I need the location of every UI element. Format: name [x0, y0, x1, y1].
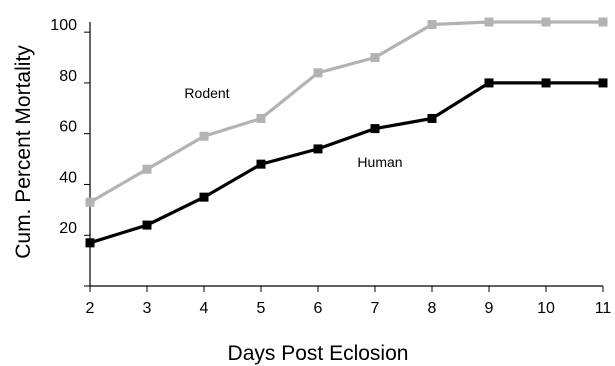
point-rodent-2: [199, 131, 209, 141]
y-tick-label-3: 80: [59, 68, 77, 85]
x-tick-label-0: 2: [86, 300, 95, 317]
x-tick-label-5: 7: [371, 300, 380, 317]
x-tick-label-2: 4: [200, 300, 209, 317]
point-rodent-4: [313, 68, 323, 78]
x-tick-label-6: 8: [428, 300, 437, 317]
point-human-1: [142, 220, 152, 230]
point-rodent-0: [85, 197, 95, 207]
point-human-7: [484, 78, 494, 88]
y-tick-label-0: 20: [59, 220, 77, 237]
y-tick-label-1: 40: [59, 169, 77, 186]
point-rodent-8: [541, 17, 551, 27]
point-human-9: [598, 78, 608, 88]
point-human-6: [427, 113, 437, 123]
x-tick-label-9: 11: [595, 300, 612, 317]
y-axis-title: Cum. Percent Mortality: [12, 45, 35, 259]
axis-ticks: 2 3 4 5 6 7 8 9 10 11 20 40 60 80 100: [50, 17, 611, 317]
point-human-2: [199, 192, 209, 202]
point-human-5: [370, 124, 380, 134]
x-axis-title: Days Post Eclosion: [228, 342, 409, 365]
series-line-human: [89, 81, 603, 245]
series-label-rodent: Rodent: [184, 85, 229, 101]
series-label-human: Human: [357, 154, 402, 170]
point-rodent-3: [256, 113, 266, 123]
x-tick-label-3: 5: [257, 300, 266, 317]
x-tick-label-8: 10: [537, 300, 555, 317]
point-rodent-7: [484, 17, 494, 27]
point-human-8: [541, 78, 551, 88]
y-tick-label-2: 60: [59, 119, 77, 136]
point-human-3: [256, 159, 266, 169]
x-tick-label-4: 6: [314, 300, 323, 317]
series-layer: Rodent Human: [85, 17, 608, 248]
point-human-4: [313, 144, 323, 154]
chart-axes: [89, 22, 603, 287]
point-rodent-5: [370, 53, 380, 63]
series-line-rodent: [89, 20, 603, 204]
point-rodent-9: [598, 17, 608, 27]
y-tick-label-4: 100: [50, 17, 77, 34]
series-human: Human: [85, 78, 608, 248]
point-rodent-1: [142, 164, 152, 174]
point-rodent-6: [427, 20, 437, 30]
x-tick-label-1: 3: [143, 300, 152, 317]
series-rodent: Rodent: [85, 17, 608, 207]
point-human-0: [85, 238, 95, 248]
x-tick-label-7: 9: [485, 300, 494, 317]
